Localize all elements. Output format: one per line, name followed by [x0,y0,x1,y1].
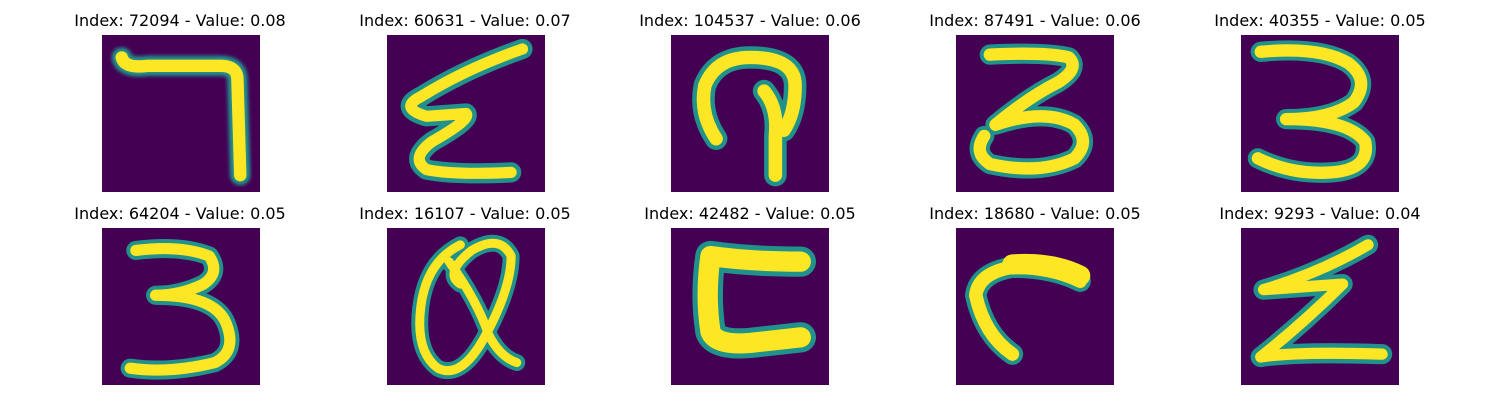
panel-9-title: Index: 18680 - Value: 0.05 [929,204,1141,223]
panel-5-title: Index: 40355 - Value: 0.05 [1214,11,1426,30]
panel-4-title: Index: 87491 - Value: 0.06 [929,11,1141,30]
panel-5-digit-image [1241,35,1399,192]
panel-2-title: Index: 60631 - Value: 0.07 [359,11,571,30]
panel-7-digit-image [387,228,545,385]
panel-1-title: Index: 72094 - Value: 0.08 [74,11,286,30]
panel-9-digit-image [956,228,1114,385]
panel-10-digit-image [1241,228,1399,385]
panel-8-digit-image [671,228,829,385]
panel-3-digit-image [671,35,829,192]
panel-4-digit-image [956,35,1114,192]
panel-8-title: Index: 42482 - Value: 0.05 [644,204,856,223]
panel-7-title: Index: 16107 - Value: 0.05 [359,204,571,223]
panel-10-title: Index: 9293 - Value: 0.04 [1219,204,1421,223]
panel-2-digit-image [387,35,545,192]
panel-6-digit-image [102,228,260,385]
panel-3-title: Index: 104537 - Value: 0.06 [639,11,861,30]
panel-1-digit-image [102,35,260,192]
panel-6-title: Index: 64204 - Value: 0.05 [74,204,286,223]
